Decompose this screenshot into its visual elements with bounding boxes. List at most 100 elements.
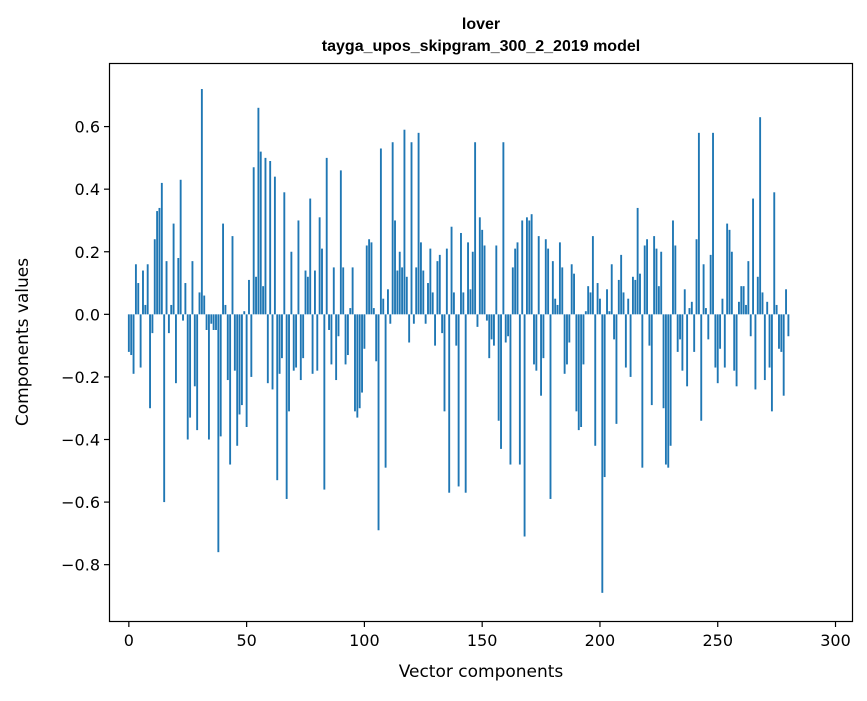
bar [643,245,646,315]
bar [719,314,722,349]
bar [733,314,736,371]
y-axis-ticks: −0.8 −0.6 −0.4 −0.2 0.0 0.2 0.4 0.6 [61,118,110,575]
bar [483,245,486,315]
bar [325,157,328,315]
bar [599,298,601,315]
bar [330,314,333,365]
bar [389,314,392,324]
bar [219,314,222,437]
bar [156,211,159,315]
bar [212,314,215,330]
bar [709,254,712,315]
bar [582,314,585,365]
bar [401,267,404,315]
bar [679,314,681,340]
bar [500,314,502,449]
bar [726,223,729,315]
bar [144,304,147,315]
bar [693,314,696,352]
bar [248,279,250,315]
bar [346,314,349,356]
bar [344,314,347,365]
bar [712,132,714,315]
y-tick-label: 0.4 [75,180,100,199]
bar [396,270,399,315]
y-tick-label: −0.6 [61,493,100,512]
bar [429,248,432,315]
bar [754,314,757,390]
bar [467,242,469,315]
bar [688,308,691,315]
bar [669,314,672,446]
bar [620,254,623,315]
bar [523,314,526,537]
bar [460,232,462,315]
y-tick-label: 0.6 [75,118,100,137]
bar [299,314,302,381]
bar [558,242,561,315]
bar [179,179,182,315]
bar [690,301,693,315]
bar [443,314,446,412]
bar [349,308,352,315]
bar [686,314,689,387]
bar [408,314,411,343]
bar [728,229,731,315]
bar [130,314,133,356]
bar [547,248,550,315]
bar [674,245,677,315]
bar [264,157,267,315]
bar [471,251,474,315]
bar [351,267,354,315]
bar [580,314,583,427]
bar [363,314,366,349]
bar [438,254,441,315]
bar [615,314,618,424]
bar [149,314,151,409]
bar [198,292,201,315]
bar [629,314,632,377]
bar [511,267,514,315]
x-tick-label: 250 [702,631,733,650]
bar [584,311,587,315]
bar [252,167,255,315]
bar [217,314,220,553]
chart-subtitle: tayga_upos_skipgram_300_2_2019 model [322,38,640,55]
bar [735,314,738,387]
bar [273,176,276,315]
bar [339,170,342,315]
bar [525,217,528,315]
bar [427,283,429,315]
bar [163,314,166,503]
bar [705,308,707,315]
bar [417,132,420,315]
bar [215,314,217,330]
bar [151,314,154,334]
bar [785,289,787,315]
bar [250,314,253,377]
bar [295,314,298,368]
bar [700,314,703,421]
bar [507,314,510,337]
y-tick-label: −0.8 [61,556,100,575]
bar [255,276,257,315]
bar [391,142,394,315]
bar [775,304,778,315]
bar [763,314,766,381]
y-tick-label: −0.4 [61,431,100,450]
bar [297,220,300,315]
bar [384,314,387,468]
bar [537,236,540,315]
bar [646,239,648,315]
bar [660,251,663,315]
bar [773,192,776,315]
bar [627,298,630,315]
bar [504,314,507,343]
bar [387,289,389,315]
bar [182,314,184,321]
bar [304,270,307,315]
bar [137,283,140,315]
bar [382,298,385,315]
x-tick-label: 300 [820,631,851,650]
bar [770,314,773,412]
